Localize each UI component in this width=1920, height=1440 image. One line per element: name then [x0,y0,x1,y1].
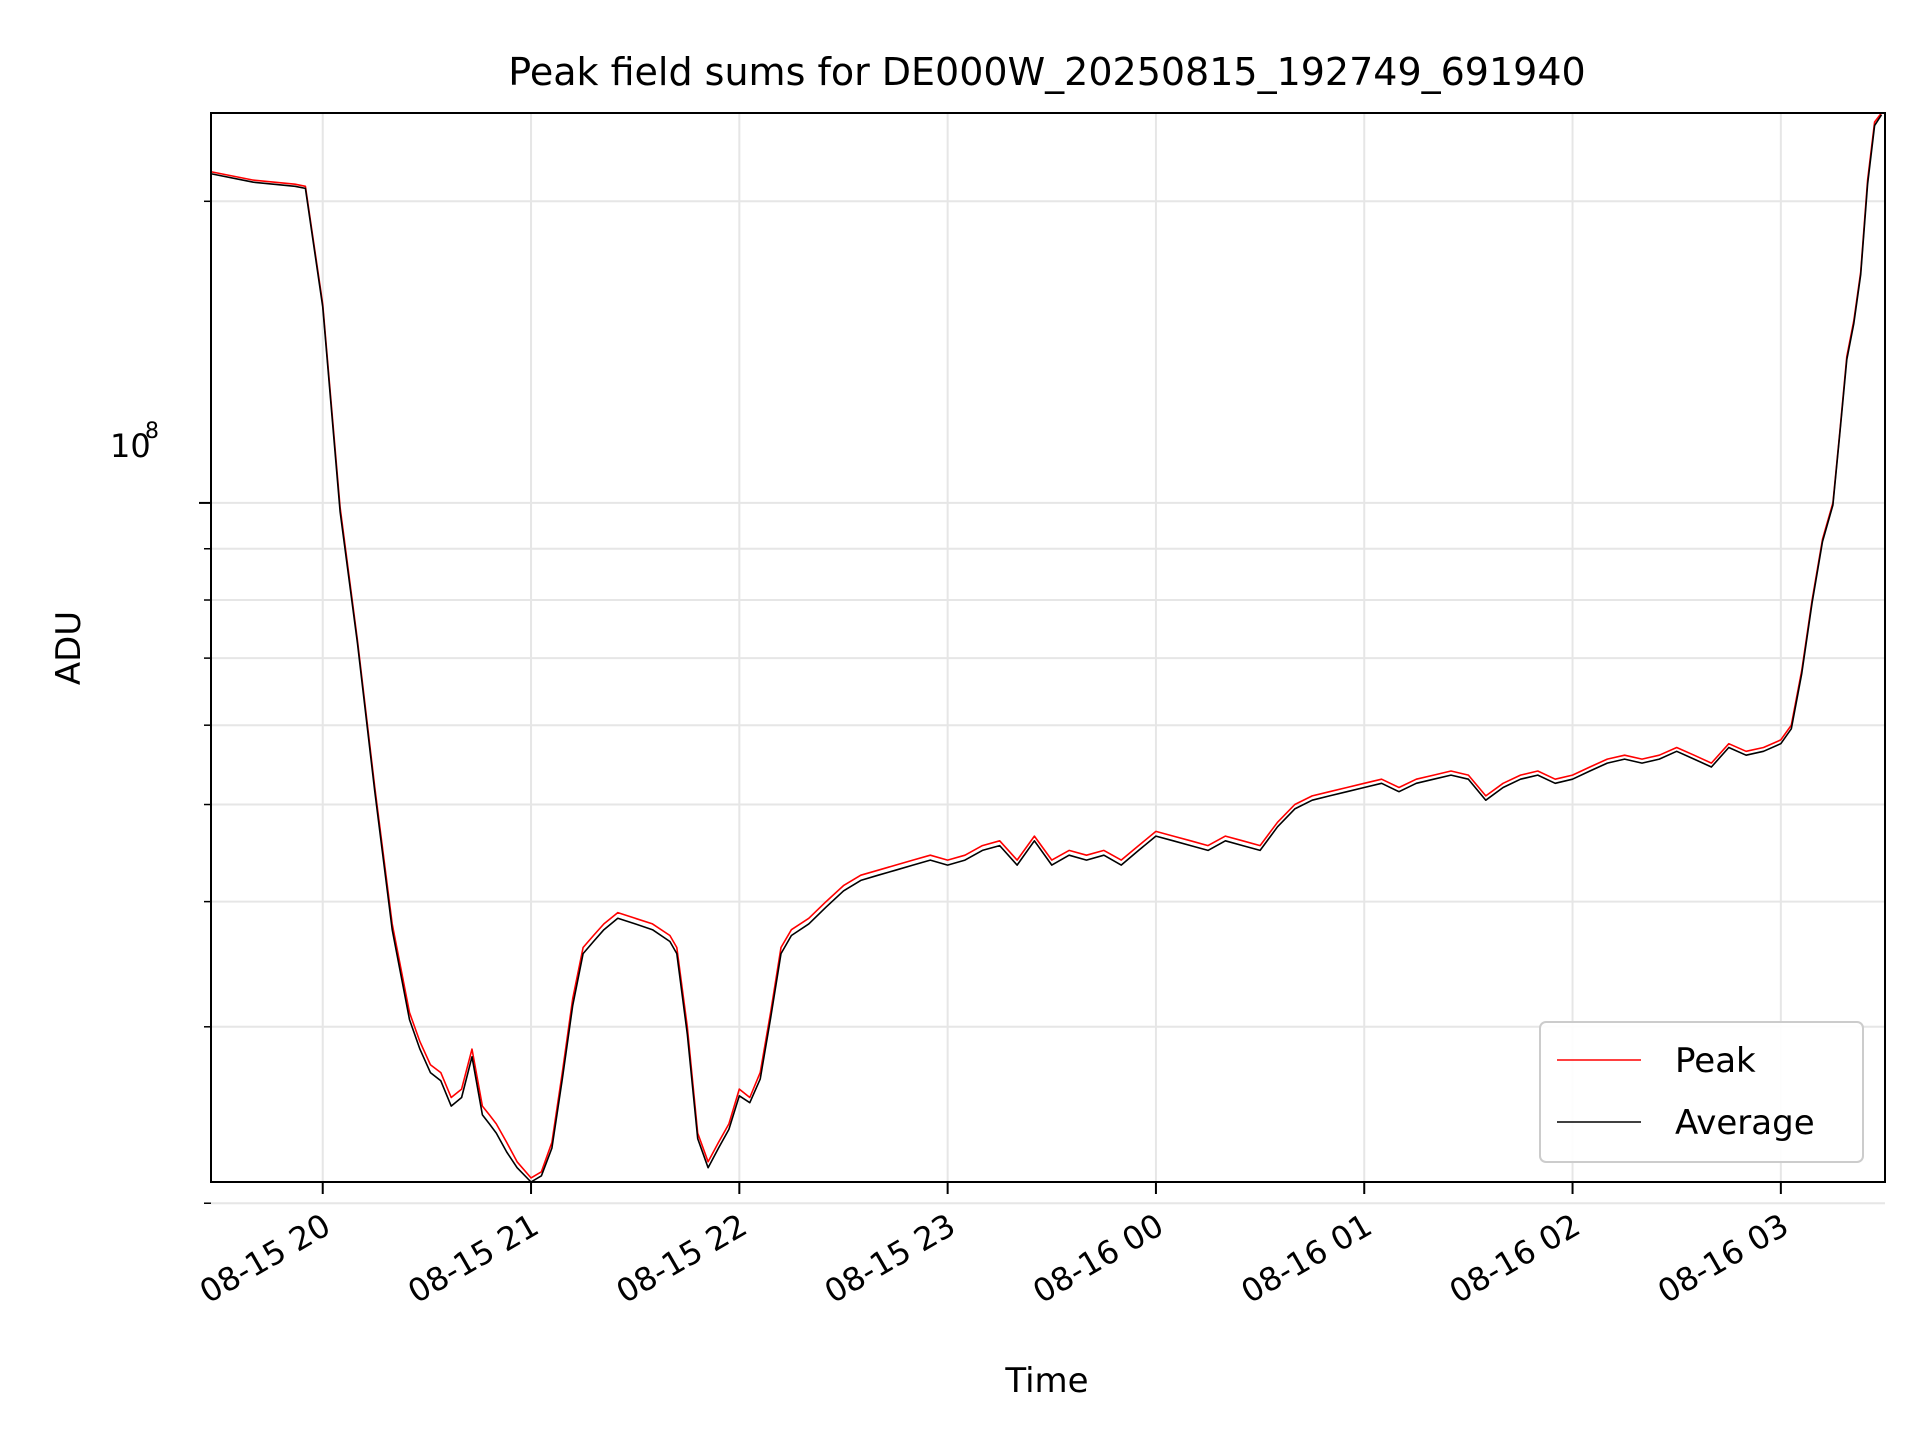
legend: Peak Average [1539,1021,1864,1163]
series-layer [211,112,1883,1183]
series-average-line [211,114,1883,1183]
legend-box [1539,1021,1864,1163]
legend-peak-label: Peak [1675,1041,1756,1081]
y-major-tick-label-base: 10 [110,427,151,465]
chart-title: Peak field sums for DE000W_20250815_1927… [508,50,1585,94]
plot-frame [210,112,1886,1183]
y-axis-ticks [199,200,211,1204]
x-axis-label: Time [1004,1361,1088,1401]
legend-average-label: Average [1675,1103,1815,1143]
series-peak-line [211,112,1883,1179]
y-axis-label: ADU [49,611,89,685]
y-major-tick-label-exponent: 8 [145,419,159,444]
